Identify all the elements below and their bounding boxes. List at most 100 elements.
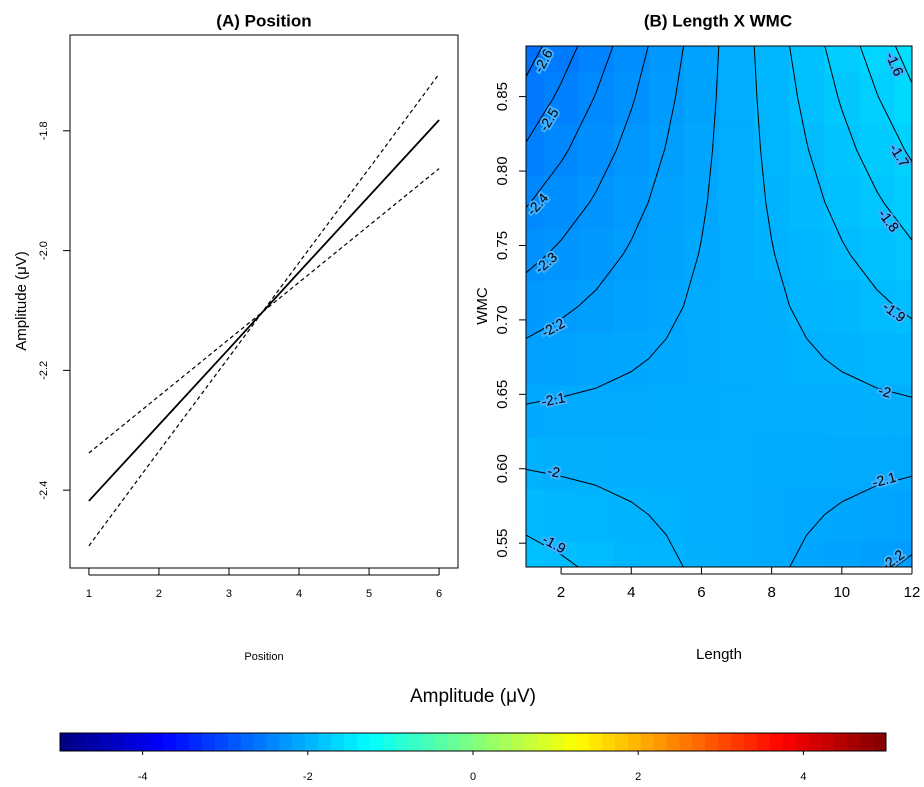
x-tick-label: 2	[557, 584, 565, 601]
colorbar-swatch	[253, 733, 267, 751]
heat-cell	[578, 228, 615, 281]
heat-cell	[648, 46, 685, 73]
y-tick-label: 0.55	[494, 529, 511, 558]
colorbar-swatch	[537, 733, 551, 751]
colorbar-swatch	[85, 733, 100, 751]
heat-cell	[578, 436, 615, 490]
contour-line	[876, 289, 896, 307]
contour-line	[589, 191, 597, 203]
contour-line	[615, 109, 632, 151]
heat-cell	[859, 228, 895, 281]
contour-line	[841, 239, 851, 255]
contour-line	[526, 534, 562, 555]
x-tick-label: 4	[627, 584, 635, 601]
contour-line	[760, 150, 767, 203]
heat-cell	[754, 46, 790, 73]
heat-cell	[683, 436, 720, 490]
contour-line	[648, 338, 667, 359]
colorbar-swatch	[331, 733, 345, 751]
heat-cell	[859, 280, 895, 334]
x-axis-label: Position	[244, 651, 283, 663]
colorbar-swatch	[124, 733, 138, 751]
colorbar-swatch	[318, 733, 332, 751]
colorbar-swatch	[460, 733, 474, 751]
y-axis-label: WMC	[474, 287, 491, 325]
y-tick-label: -1.8	[38, 121, 50, 140]
colorbar-tick-label: 4	[800, 771, 806, 783]
colorbar-swatch	[524, 733, 538, 751]
colorbar-swatch	[395, 733, 409, 751]
y-axis-label: Amplitude (μV)	[13, 251, 30, 351]
contour-line	[526, 201, 532, 208]
contour-line	[789, 306, 808, 339]
colorbar-swatch	[240, 733, 254, 751]
contour-line	[560, 46, 579, 84]
plot-frame	[525, 45, 913, 568]
heat-cell	[894, 280, 912, 334]
heat-cell	[683, 332, 720, 386]
heat-cell	[824, 436, 860, 490]
contour-line	[712, 98, 717, 151]
colorbar-swatch	[408, 733, 422, 751]
heat-cell	[894, 176, 912, 229]
heat-cell	[719, 176, 755, 229]
heat-cell	[754, 176, 790, 229]
contour-line	[789, 46, 799, 99]
contour-line	[841, 109, 858, 151]
heat-cell	[754, 384, 790, 438]
colorbar-swatch	[434, 733, 448, 751]
heat-cell	[683, 540, 720, 567]
contour-line	[859, 46, 878, 94]
colorbar-swatch	[279, 733, 293, 751]
heat-cell	[719, 384, 755, 438]
x-tick-label: 1	[86, 588, 92, 600]
y-tick-label: -2.2	[38, 361, 50, 380]
contour-line	[789, 534, 808, 567]
contour-line	[526, 396, 562, 405]
contour-line	[797, 98, 808, 143]
colorbar-swatch	[176, 733, 190, 751]
y-tick-label: 0.60	[494, 454, 511, 483]
y-tick-label: -2.4	[38, 481, 50, 500]
heat-cell	[789, 384, 825, 438]
heat-cell	[683, 384, 720, 438]
contour-line	[526, 468, 562, 477]
heat-cell	[789, 46, 825, 73]
heat-cell	[578, 384, 615, 438]
colorbar-swatch	[847, 733, 861, 751]
contour-line	[894, 46, 912, 84]
colorbar-swatch	[808, 733, 822, 751]
heat-cell	[648, 280, 685, 334]
contour-line	[560, 554, 579, 567]
contour-line	[771, 239, 776, 255]
heat-cell	[613, 436, 650, 490]
colorbar-swatch	[821, 733, 835, 751]
heat-cell	[754, 124, 790, 177]
contour-line	[595, 484, 632, 503]
colorbar-swatch	[201, 733, 216, 751]
contour-line	[883, 201, 912, 241]
colorbar-swatch	[369, 733, 384, 751]
heat-cell	[613, 280, 650, 334]
contour-line	[530, 161, 562, 203]
contour-line	[595, 371, 632, 389]
contour-line	[593, 92, 597, 99]
contour-line	[806, 338, 825, 359]
heat-cell	[719, 46, 755, 73]
heatmap	[526, 46, 912, 567]
heat-cell	[578, 488, 615, 542]
heat-cell	[648, 228, 685, 281]
x-tick-label: 4	[296, 588, 302, 600]
heat-cell	[859, 332, 895, 386]
heat-cell	[526, 228, 545, 281]
colorbar-swatch	[214, 733, 229, 751]
colorbar-swatch	[614, 733, 629, 751]
heat-cell	[543, 488, 580, 542]
heat-cell	[754, 436, 790, 490]
colorbar-swatch	[653, 733, 667, 751]
x-tick-label: 6	[697, 584, 705, 601]
colorbar-swatch	[356, 733, 371, 751]
heat-cell	[789, 540, 825, 567]
colorbar-swatch	[795, 733, 809, 751]
heat-cell	[719, 436, 755, 490]
